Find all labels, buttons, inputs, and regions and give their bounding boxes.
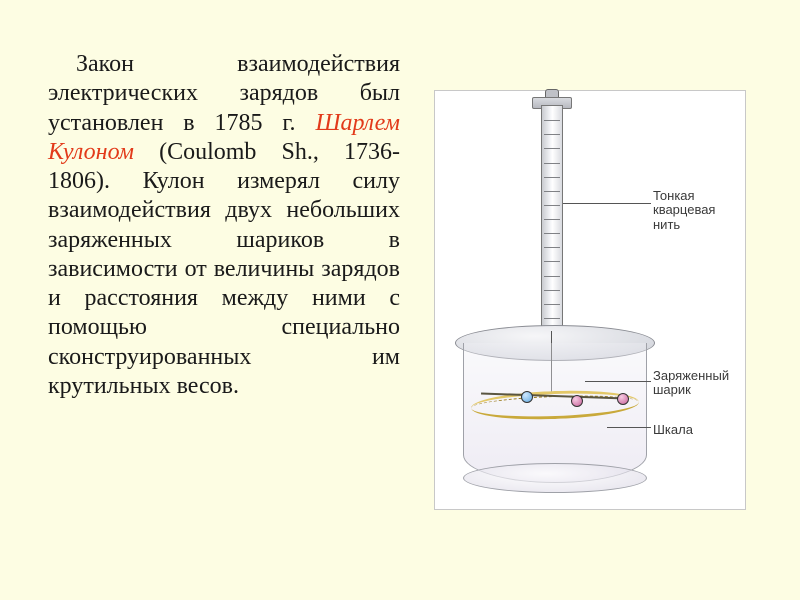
leader-thread xyxy=(563,203,651,204)
vertical-column xyxy=(541,105,563,331)
label-ball: Заряженный шарик xyxy=(653,369,729,398)
slide: Закон взаимодействия электрических заряд… xyxy=(0,0,800,600)
label-scale: Шкала xyxy=(653,423,693,437)
label-thread-l2: кварцевая xyxy=(653,202,715,217)
leader-scale xyxy=(607,427,651,428)
text-column: Закон взаимодействия электрических заряд… xyxy=(30,50,410,570)
charged-ball-pink-2 xyxy=(617,393,629,405)
charged-ball-blue xyxy=(521,391,533,403)
label-thread: Тонкая кварцевая нить xyxy=(653,189,715,232)
leader-ball xyxy=(585,381,651,382)
label-ball-l1: Заряженный xyxy=(653,368,729,383)
diagram-column: Тонкая кварцевая нить Заряженный шарик Ш… xyxy=(410,50,770,570)
label-thread-l1: Тонкая xyxy=(653,188,695,203)
torsion-balance-diagram: Тонкая кварцевая нить Заряженный шарик Ш… xyxy=(434,90,746,510)
label-scale-text: Шкала xyxy=(653,422,693,437)
para-post: (Coulomb Sh., 1736-1806). Кулон измерял … xyxy=(48,139,400,399)
label-thread-l3: нить xyxy=(653,217,680,232)
label-ball-l2: шарик xyxy=(653,382,691,397)
body-paragraph: Закон взаимодействия электрических заряд… xyxy=(48,50,400,401)
charged-ball-pink-1 xyxy=(571,395,583,407)
jar-bottom-ellipse xyxy=(463,463,647,493)
